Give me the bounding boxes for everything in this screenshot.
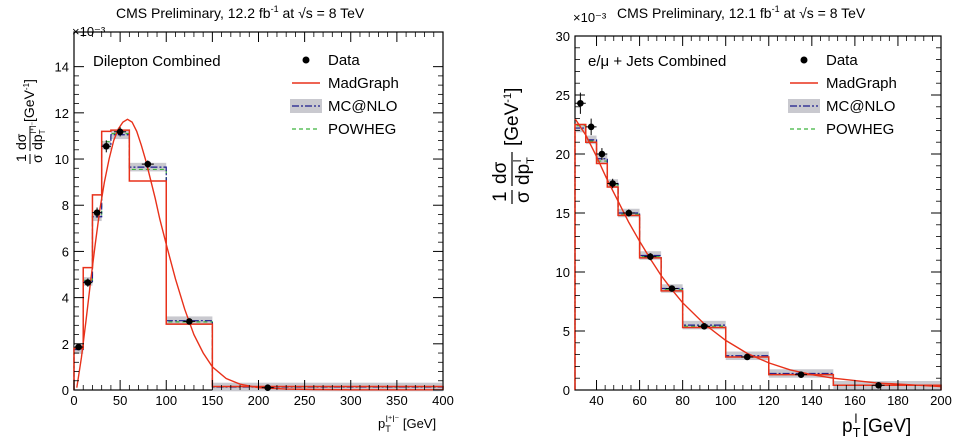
left-x-tick-label-8: 400 (432, 393, 454, 408)
right-legend-data-label: Data (826, 52, 858, 69)
left-legend-data-label: Data (328, 52, 360, 69)
left-data-point-4 (116, 128, 124, 136)
right-legend: Data MadGraph MC@NLO POWHEG (788, 52, 897, 138)
left-legend-data-marker (302, 56, 310, 64)
left-annotation: Dilepton Combined (93, 53, 221, 70)
right-legend-mcnlo-label: MC@NLO (826, 98, 895, 115)
left-data-point-1 (84, 279, 92, 286)
right-x-tick-label-1: 60 (632, 393, 646, 408)
right-data-point-1 (587, 123, 595, 131)
right-x-tick-label-8: 200 (930, 393, 952, 408)
right-x-tick-label-6: 160 (844, 393, 866, 408)
right-y-tick-label-0: 0 (563, 383, 570, 398)
left-legend: Data MadGraph MC@NLO POWHEG (290, 52, 399, 138)
right-y-tick-label-6: 30 (556, 29, 570, 44)
left-y-tick-label-6: 12 (55, 106, 69, 121)
left-madgraph-series (73, 129, 444, 390)
right-y-tick-label-2: 10 (556, 265, 570, 280)
right-y-tick-label-5: 25 (556, 88, 570, 103)
right-data-point-0 (577, 99, 584, 107)
svg-text:dpTl⁺l⁻: dpTl⁺l⁻ (29, 122, 47, 150)
left-y-tick-label-3: 6 (62, 244, 69, 259)
left-plot-area: 0 50 100 150 200 250 300 350 400 0 2 4 6 8 10 12 14 (55, 31, 454, 408)
svg-text:dpTl: dpTl (512, 157, 537, 185)
svg-text:σ: σ (513, 191, 534, 203)
right-x-tick-label-0: 40 (589, 393, 603, 408)
left-y-tick-label-7: 14 (55, 60, 69, 75)
svg-text:σ: σ (29, 154, 45, 163)
right-y-tick-label-1: 5 (563, 324, 570, 339)
right-y-tick-label-3: 15 (556, 206, 570, 221)
left-data-point-0 (75, 343, 82, 351)
right-x-axis-label: pTl [GeV] (842, 411, 911, 440)
right-x-tick-label-3: 100 (715, 393, 737, 408)
right-madgraph-curve (574, 118, 942, 388)
right-y-exponent: ×10⁻³ (573, 10, 607, 25)
right-data-point-10 (875, 381, 882, 389)
right-legend-powheg-label: POWHEG (826, 121, 894, 138)
left-legend-mcnlo-label: MC@NLO (328, 98, 397, 115)
svg-text:1: 1 (13, 154, 29, 162)
svg-text:dσ: dσ (490, 161, 511, 184)
left-panel: CMS Preliminary, 12.2 fb-1 at √s = 8 TeV… (13, 4, 454, 434)
right-x-tick-label-4: 120 (758, 393, 780, 408)
right-data-point-8 (743, 353, 751, 361)
svg-text:dσ: dσ (13, 133, 29, 150)
right-x-tick-label-2: 80 (675, 393, 689, 408)
right-legend-madgraph-label: MadGraph (826, 75, 897, 92)
left-x-tick-label-6: 300 (340, 393, 362, 408)
right-powheg-series (574, 125, 942, 390)
right-x-tick-label-7: 180 (887, 393, 909, 408)
left-data-point-6 (186, 318, 193, 325)
svg-text:[GeV-1]: [GeV-1] (502, 88, 523, 146)
right-panel: CMS Preliminary, 12.1 fb-1 at √s = 8 TeV… (490, 4, 952, 440)
left-x-tick-label-1: 50 (113, 393, 127, 408)
svg-text:[GeV-1]: [GeV-1] (21, 79, 37, 122)
left-y-tick-label-2: 4 (62, 291, 69, 306)
right-madgraph-series (574, 123, 942, 390)
left-y-tick-label-0: 0 (62, 383, 69, 398)
left-x-axis-label: pTl⁺l⁻ [GeV] (378, 414, 436, 434)
left-data-point-3 (102, 143, 110, 150)
left-data-point-2 (93, 209, 101, 216)
right-data-point-5 (647, 253, 654, 260)
left-y-tick-label-1: 2 (62, 337, 69, 352)
right-mcatnlo-series (574, 127, 942, 390)
left-x-tick-label-5: 250 (294, 393, 316, 408)
left-legend-powheg-label: POWHEG (328, 121, 396, 138)
right-data-point-6 (668, 285, 676, 292)
left-madgraph-curve (76, 118, 443, 391)
right-data-point-2 (598, 150, 606, 158)
right-y-tick-label-4: 20 (556, 147, 570, 162)
right-plot-area: 40 60 80 100 120 140 160 180 200 0 5 10 15 20 25 30 (556, 29, 952, 408)
right-legend-data-marker (800, 56, 808, 64)
right-y-axis-label: 1 σ dσ dpTl [GeV-1] (490, 88, 537, 204)
left-x-tick-label-2: 100 (155, 393, 177, 408)
left-x-tick-label-4: 200 (248, 393, 270, 408)
left-legend-madgraph-label: MadGraph (328, 75, 399, 92)
left-data-point-5 (144, 160, 152, 168)
right-x-tick-label-5: 140 (801, 393, 823, 408)
right-data-point-7 (700, 322, 708, 330)
left-y-axis-label: 1 σ dσ dpTl⁺l⁻ [GeV-1] (13, 79, 47, 164)
svg-text:1: 1 (490, 191, 511, 202)
left-title: CMS Preliminary, 12.2 fb-1 at √s = 8 TeV (116, 4, 365, 21)
right-data-point-4 (625, 209, 633, 217)
left-y-tick-label-5: 10 (55, 152, 69, 167)
right-title: CMS Preliminary, 12.1 fb-1 at √s = 8 TeV (617, 4, 866, 21)
right-annotation: e/μ + Jets Combined (588, 53, 726, 70)
left-x-tick-label-3: 150 (202, 393, 224, 408)
right-data-point-9 (797, 371, 805, 378)
left-x-tick-label-7: 350 (386, 393, 408, 408)
left-y-tick-label-4: 8 (62, 198, 69, 213)
left-x-tick-label-0: 0 (70, 393, 77, 408)
right-data-point-3 (609, 180, 616, 187)
